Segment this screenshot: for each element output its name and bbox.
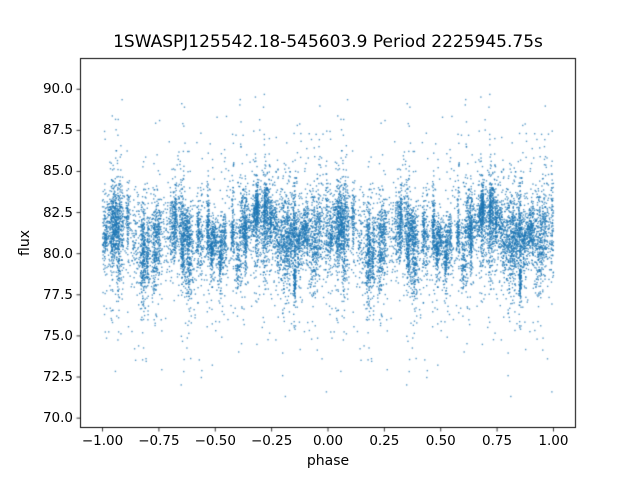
- x-tick-label: 0.00: [312, 433, 344, 449]
- y-tick-label: 90.0: [42, 81, 73, 98]
- x-tick-label: −0.50: [194, 433, 236, 449]
- y-tick-label: 85.0: [42, 163, 73, 180]
- x-tick-label: −0.25: [250, 433, 293, 449]
- y-tick-label: 77.5: [42, 286, 73, 303]
- y-tick-label: 82.5: [42, 204, 73, 221]
- x-tick-label: 0.50: [425, 433, 456, 449]
- x-tick-label: 0.25: [369, 433, 400, 449]
- x-tick-label: 1.00: [538, 433, 569, 449]
- y-tick-label: 75.0: [42, 327, 73, 344]
- y-tick-label: 87.5: [42, 122, 73, 139]
- x-tick-label: −0.75: [138, 433, 180, 449]
- x-axis-label: phase: [306, 453, 350, 469]
- y-tick-label: 70.0: [42, 410, 73, 427]
- chart-title: 1SWASPJ125542.18-545603.9 Period 2225945…: [113, 32, 543, 52]
- y-tick-label: 72.5: [42, 369, 73, 386]
- y-tick-label: 80.0: [42, 245, 73, 262]
- x-tick-label: −1.00: [81, 433, 124, 449]
- x-tick-label: 0.75: [482, 433, 513, 449]
